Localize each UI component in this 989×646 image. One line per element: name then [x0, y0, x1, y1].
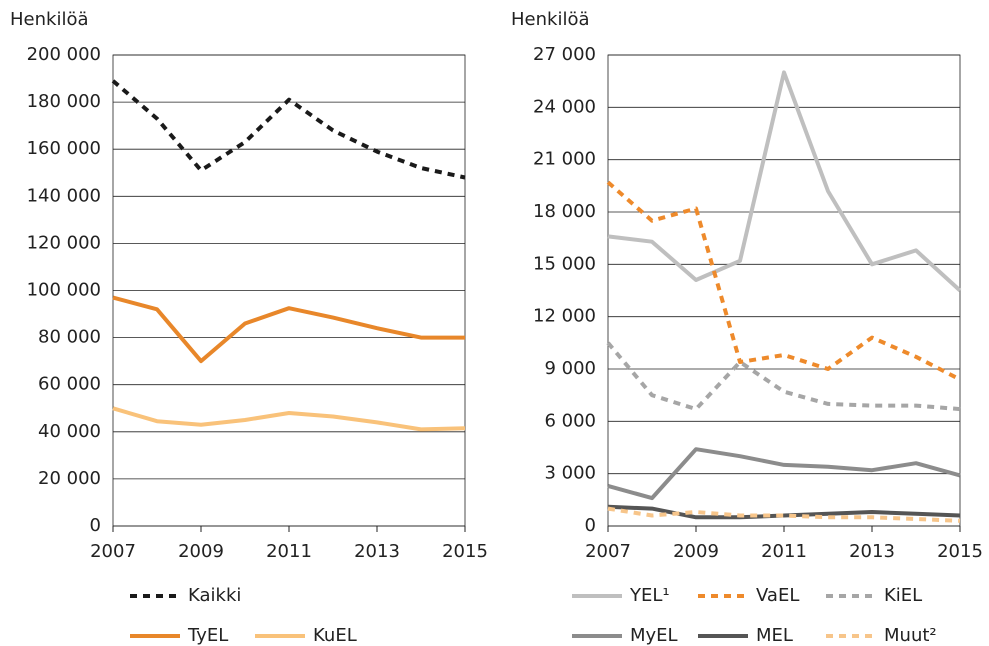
y-axis-label: Henkilöä [10, 9, 89, 30]
x-tick-label: 2015 [937, 541, 983, 562]
legend-label: YEL¹ [629, 585, 670, 606]
y-tick-label: 120 000 [27, 232, 101, 253]
x-tick-label: 2007 [585, 541, 631, 562]
x-tick-label: 2009 [673, 541, 719, 562]
series-line [112, 406, 466, 432]
legend-label: MyEL [630, 625, 678, 646]
y-tick-label: 40 000 [38, 421, 101, 442]
legend-label: Muut² [884, 625, 937, 646]
y-tick-label: 24 000 [533, 96, 596, 117]
x-tick-label: 2013 [354, 541, 400, 562]
series-line [607, 504, 961, 520]
y-tick-label: 180 000 [27, 91, 101, 112]
y-tick-label: 60 000 [38, 374, 101, 395]
y-axis-label: Henkilöä [511, 9, 590, 30]
x-tick-label: 2009 [178, 541, 224, 562]
x-tick-label: 2011 [761, 541, 807, 562]
y-tick-label: 0 [90, 515, 101, 536]
series-line [112, 295, 465, 364]
y-tick-label: 3 000 [544, 463, 596, 484]
legend-label: Kaikki [188, 585, 241, 606]
series-line [111, 79, 466, 180]
y-tick-label: 18 000 [533, 201, 596, 222]
x-tick-label: 2011 [266, 541, 312, 562]
x-tick-label: 2015 [442, 541, 488, 562]
legend-label: MEL [756, 625, 793, 646]
x-tick-label: 2013 [849, 541, 895, 562]
y-tick-label: 12 000 [533, 306, 596, 327]
legend-label: KuEL [313, 625, 357, 646]
series-line [606, 341, 961, 412]
y-tick-label: 160 000 [27, 138, 101, 159]
y-tick-label: 100 000 [27, 280, 101, 301]
y-tick-label: 0 [585, 515, 596, 536]
series-line [607, 447, 961, 501]
series-line [607, 70, 962, 292]
plot-frame [607, 54, 961, 527]
y-tick-label: 6 000 [544, 410, 596, 431]
y-tick-label: 80 000 [38, 327, 101, 348]
y-tick-label: 27 000 [533, 44, 596, 65]
y-tick-label: 21 000 [533, 149, 596, 170]
legend-label: KiEL [884, 585, 922, 606]
y-tick-label: 9 000 [544, 358, 596, 379]
y-tick-label: 140 000 [27, 185, 101, 206]
y-tick-label: 200 000 [27, 44, 101, 65]
legend-label: VaEL [756, 585, 799, 606]
y-tick-label: 20 000 [38, 468, 101, 489]
y-tick-label: 15 000 [533, 253, 596, 274]
x-tick-label: 2007 [90, 541, 136, 562]
legend-label: TyEL [187, 625, 228, 646]
